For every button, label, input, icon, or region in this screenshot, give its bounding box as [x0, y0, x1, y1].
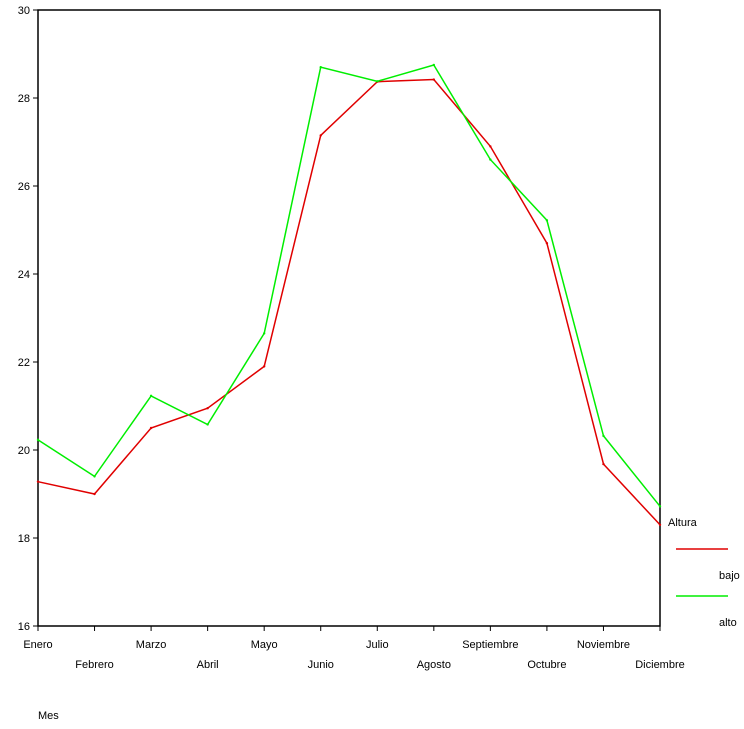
legend-label-bajo: bajo	[719, 570, 740, 582]
data-point-bajo	[93, 492, 96, 496]
y-tick-label: 22	[18, 357, 30, 369]
y-tick-label: 18	[18, 533, 30, 545]
data-point-alto	[36, 438, 40, 442]
data-point-alto	[545, 219, 549, 222]
plot-frame	[37, 9, 661, 627]
data-point-alto	[432, 63, 436, 67]
x-tick-label: Septiembre	[462, 639, 518, 651]
x-tick-label: Mayo	[251, 639, 278, 651]
data-point-alto	[262, 332, 266, 335]
plot-border	[37, 9, 661, 627]
data-point-bajo	[262, 365, 266, 368]
x-tick-label: Diciembre	[635, 659, 685, 671]
y-tick-label: 26	[18, 181, 30, 193]
x-axis: Enero Febrero Marzo Abril Mayo Junio Julio Agos…	[23, 626, 685, 671]
data-point-bajo	[545, 242, 549, 245]
data-point-bajo	[319, 134, 322, 137]
data-point-bajo	[432, 78, 436, 81]
x-axis-label: Mes	[38, 710, 59, 722]
data-point-bajo	[489, 145, 492, 148]
x-tick-label: Agosto	[417, 659, 451, 671]
data-point-alto	[602, 434, 605, 438]
y-tick-label: 20	[18, 445, 30, 457]
data-point-bajo	[206, 407, 209, 410]
y-tick-label: 24	[18, 269, 30, 281]
y-tick-label: 28	[18, 93, 30, 105]
series-line-alto	[37, 64, 661, 507]
data-point-alto	[206, 423, 209, 426]
legend: Altura bajo alto	[668, 517, 740, 629]
data-point-bajo	[36, 480, 40, 483]
x-tick-label: Julio	[366, 639, 389, 651]
data-point-bajo	[602, 462, 605, 466]
data-point-alto	[376, 80, 379, 83]
x-tick-label: Marzo	[136, 639, 167, 651]
y-axis: 16 18 20 22 24 26 28 30	[18, 5, 38, 633]
x-tick-label: Junio	[308, 659, 334, 671]
x-tick-label: Octubre	[527, 659, 566, 671]
data-point-alto	[319, 66, 322, 69]
data-point-alto	[489, 158, 492, 161]
x-tick-label: Febrero	[75, 659, 114, 671]
series-layer	[36, 63, 662, 526]
legend-title: Altura	[668, 517, 698, 529]
data-point-bajo	[149, 426, 153, 430]
data-point-alto	[93, 475, 96, 478]
x-tick-label: Enero	[23, 639, 52, 651]
data-point-alto	[149, 394, 153, 398]
legend-label-alto: alto	[719, 617, 737, 629]
data-point-alto	[658, 505, 662, 508]
y-tick-label: 30	[18, 5, 30, 17]
series-line-bajo	[37, 78, 661, 526]
x-tick-label: Abril	[197, 659, 219, 671]
data-point-bajo	[658, 523, 662, 526]
x-tick-label: Noviembre	[577, 639, 630, 651]
y-tick-label: 16	[18, 621, 30, 633]
